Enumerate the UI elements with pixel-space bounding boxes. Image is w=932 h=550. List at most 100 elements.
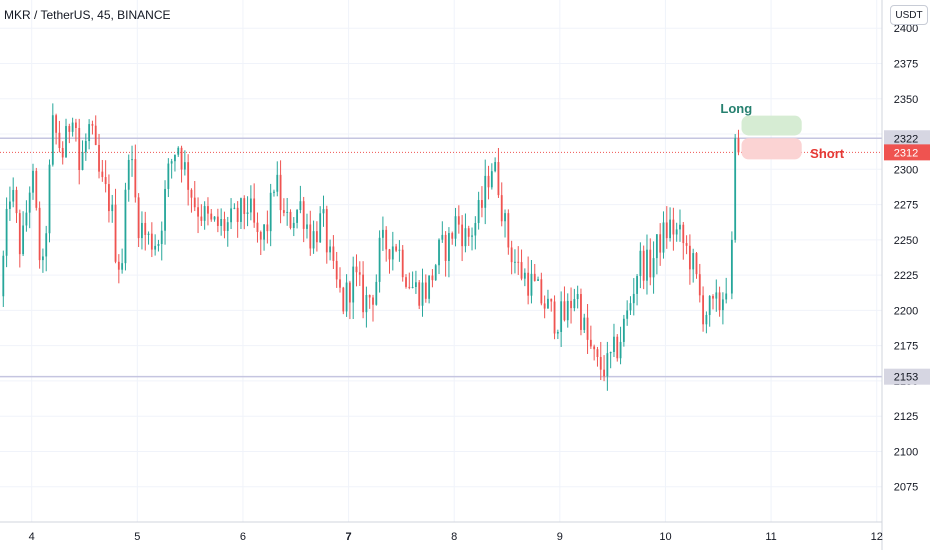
- candle-body: [616, 336, 619, 359]
- candle-body: [233, 207, 236, 209]
- currency-button[interactable]: USDT: [890, 5, 928, 25]
- candle-body: [464, 228, 467, 247]
- candle-body: [730, 239, 733, 294]
- candle-body: [312, 231, 315, 249]
- candle-body: [111, 204, 114, 212]
- candle-body: [150, 233, 153, 250]
- candle-body: [457, 216, 460, 225]
- candle-body: [441, 234, 444, 240]
- candle-body: [580, 294, 582, 330]
- candle-body: [721, 299, 724, 311]
- candle-body: [286, 211, 289, 213]
- candle-body: [124, 189, 127, 264]
- candle-body: [471, 235, 473, 237]
- symbol-title[interactable]: MKR / TetherUS, 45, BINANCE: [4, 8, 171, 22]
- candle-body: [35, 170, 38, 208]
- candle-body: [81, 152, 84, 170]
- price-tick-label: 2175: [894, 341, 918, 353]
- candle-body: [180, 147, 183, 170]
- candle-body: [170, 161, 173, 164]
- candle-body: [306, 224, 308, 229]
- candle-body: [332, 246, 335, 261]
- candle-body: [352, 266, 355, 303]
- candle-body: [543, 303, 546, 309]
- candle-body: [65, 126, 67, 158]
- candle-body: [12, 189, 15, 202]
- candle-body: [299, 201, 302, 211]
- candle-body: [692, 253, 695, 270]
- candle-body: [451, 233, 454, 239]
- candle-body: [207, 206, 209, 214]
- position-annotations[interactable]: Long Short: [720, 101, 844, 161]
- candle-body: [481, 200, 483, 208]
- candle-body: [484, 175, 487, 208]
- candle-body: [421, 282, 424, 306]
- candle-body: [523, 272, 526, 279]
- candle-body: [32, 170, 34, 193]
- candle-body: [84, 141, 87, 153]
- candle-body: [292, 222, 295, 228]
- candle-body: [197, 207, 199, 217]
- candle-body: [365, 295, 368, 313]
- candle-body: [269, 192, 272, 232]
- candle-body: [586, 317, 589, 340]
- candle-body: [603, 369, 605, 377]
- candle-body: [147, 233, 150, 235]
- candle-body: [395, 246, 398, 251]
- candle-body: [345, 282, 348, 312]
- last-price-badge: [884, 144, 930, 161]
- last-price-badge-label: 2312: [894, 147, 918, 159]
- price-tick-label: 2400: [894, 23, 918, 35]
- candle-body: [88, 124, 91, 142]
- candle-body: [679, 224, 681, 230]
- candle-body: [22, 225, 25, 255]
- candle-body: [230, 208, 232, 223]
- candle-body: [279, 174, 282, 211]
- candle-body: [504, 213, 506, 222]
- candle-body: [424, 282, 427, 299]
- candle-body: [734, 138, 737, 240]
- time-tick-label: 8: [451, 531, 457, 543]
- candle-body: [253, 198, 256, 223]
- candle-body: [263, 224, 265, 240]
- candle-body: [682, 224, 685, 244]
- candle-body: [157, 244, 160, 246]
- candle-body: [655, 234, 658, 259]
- price-tick-label: 2100: [894, 446, 918, 458]
- candle-body: [487, 175, 490, 188]
- candle-body: [401, 249, 404, 278]
- candle-body: [249, 198, 252, 213]
- price-tick-label: 2375: [894, 58, 918, 70]
- candle-body: [302, 201, 305, 229]
- time-tick-label: 11: [765, 531, 776, 543]
- candle-body: [45, 233, 48, 257]
- candle-body: [144, 222, 147, 235]
- candle-body: [121, 263, 124, 270]
- candle-body: [134, 159, 137, 198]
- candle-body: [160, 230, 163, 245]
- candle-body: [593, 346, 596, 350]
- candle-body: [514, 261, 516, 263]
- candle-body: [530, 273, 533, 296]
- candle-body: [596, 349, 599, 358]
- price-tick-label: 2350: [894, 94, 918, 106]
- candle-body: [223, 219, 226, 231]
- candle-body: [309, 224, 312, 249]
- price-tick-label: 2075: [894, 482, 918, 494]
- time-axis[interactable]: 4 5 6 7 8 9 10 11 12: [0, 521, 883, 543]
- price-axis[interactable]: 2075210021252150217522002225225022752300…: [881, 0, 930, 550]
- candle-body: [339, 279, 341, 288]
- candle-body: [520, 262, 523, 279]
- short-label: Short: [810, 146, 845, 161]
- price-tick-label: 2200: [894, 305, 918, 317]
- candle-body: [665, 222, 668, 239]
- candle-body: [737, 138, 740, 153]
- candle-body: [619, 341, 622, 359]
- candle-body: [273, 191, 275, 193]
- candle-body: [177, 147, 180, 155]
- candle-body: [104, 177, 107, 185]
- candle-body: [533, 273, 536, 281]
- candle-body: [613, 336, 615, 352]
- candle-body: [646, 249, 648, 281]
